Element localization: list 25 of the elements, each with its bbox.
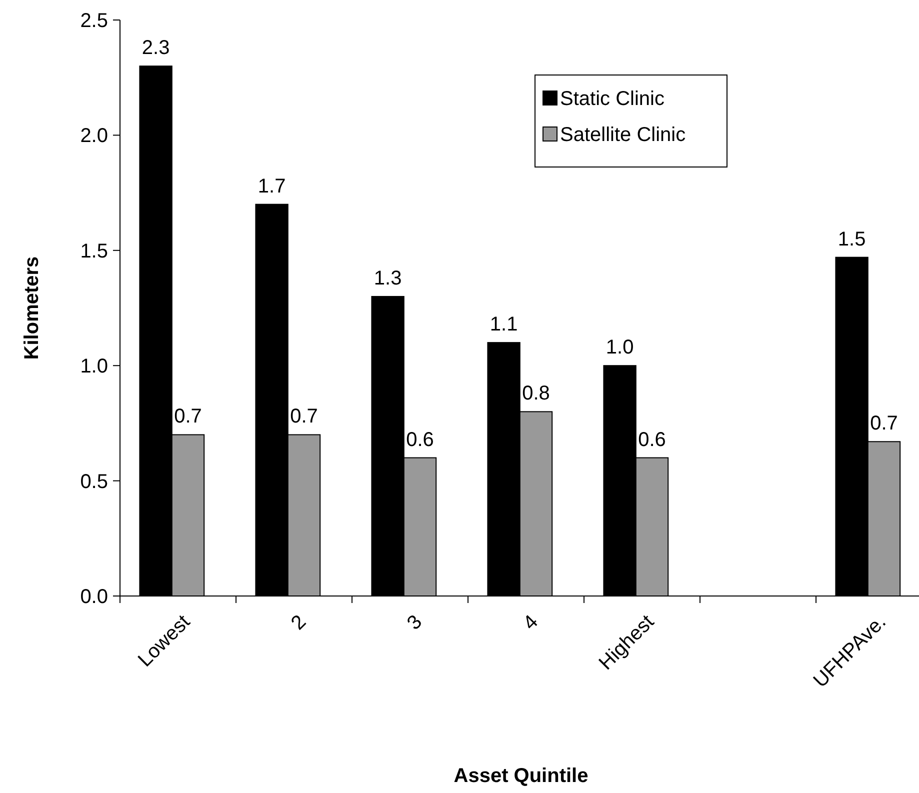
y-axis-title: Kilometers (21, 256, 43, 360)
x-tick-label: 2 (287, 610, 310, 634)
y-tick-label: 2.0 (80, 125, 108, 148)
legend-label: Satellite Clinic (560, 124, 686, 146)
y-tick-label: 1.0 (80, 356, 108, 378)
x-tick-label: 3 (403, 610, 426, 634)
data-label: 0.6 (638, 428, 666, 451)
y-tick-label: 1.5 (80, 240, 108, 262)
y-tick-label: 0.5 (80, 470, 108, 493)
y-tick-label: 0.0 (80, 586, 108, 608)
y-tick-label: 2.5 (80, 10, 108, 32)
x-axis-title: Asset Quintile (454, 765, 588, 787)
data-label: 0.6 (406, 428, 434, 451)
data-label: 0.7 (290, 406, 318, 428)
data-label: 1.0 (606, 336, 634, 359)
data-label: 0.8 (522, 382, 550, 405)
x-tick-label: 4 (519, 610, 542, 634)
data-label: 0.7 (174, 406, 202, 428)
data-label: 1.1 (490, 314, 518, 336)
data-label: 1.3 (374, 267, 402, 290)
data-label: 0.7 (870, 412, 898, 435)
data-label: 1.7 (258, 175, 286, 198)
data-label: 2.3 (142, 37, 170, 60)
legend-label: Static Clinic (560, 88, 664, 110)
data-label: 1.5 (838, 228, 866, 250)
